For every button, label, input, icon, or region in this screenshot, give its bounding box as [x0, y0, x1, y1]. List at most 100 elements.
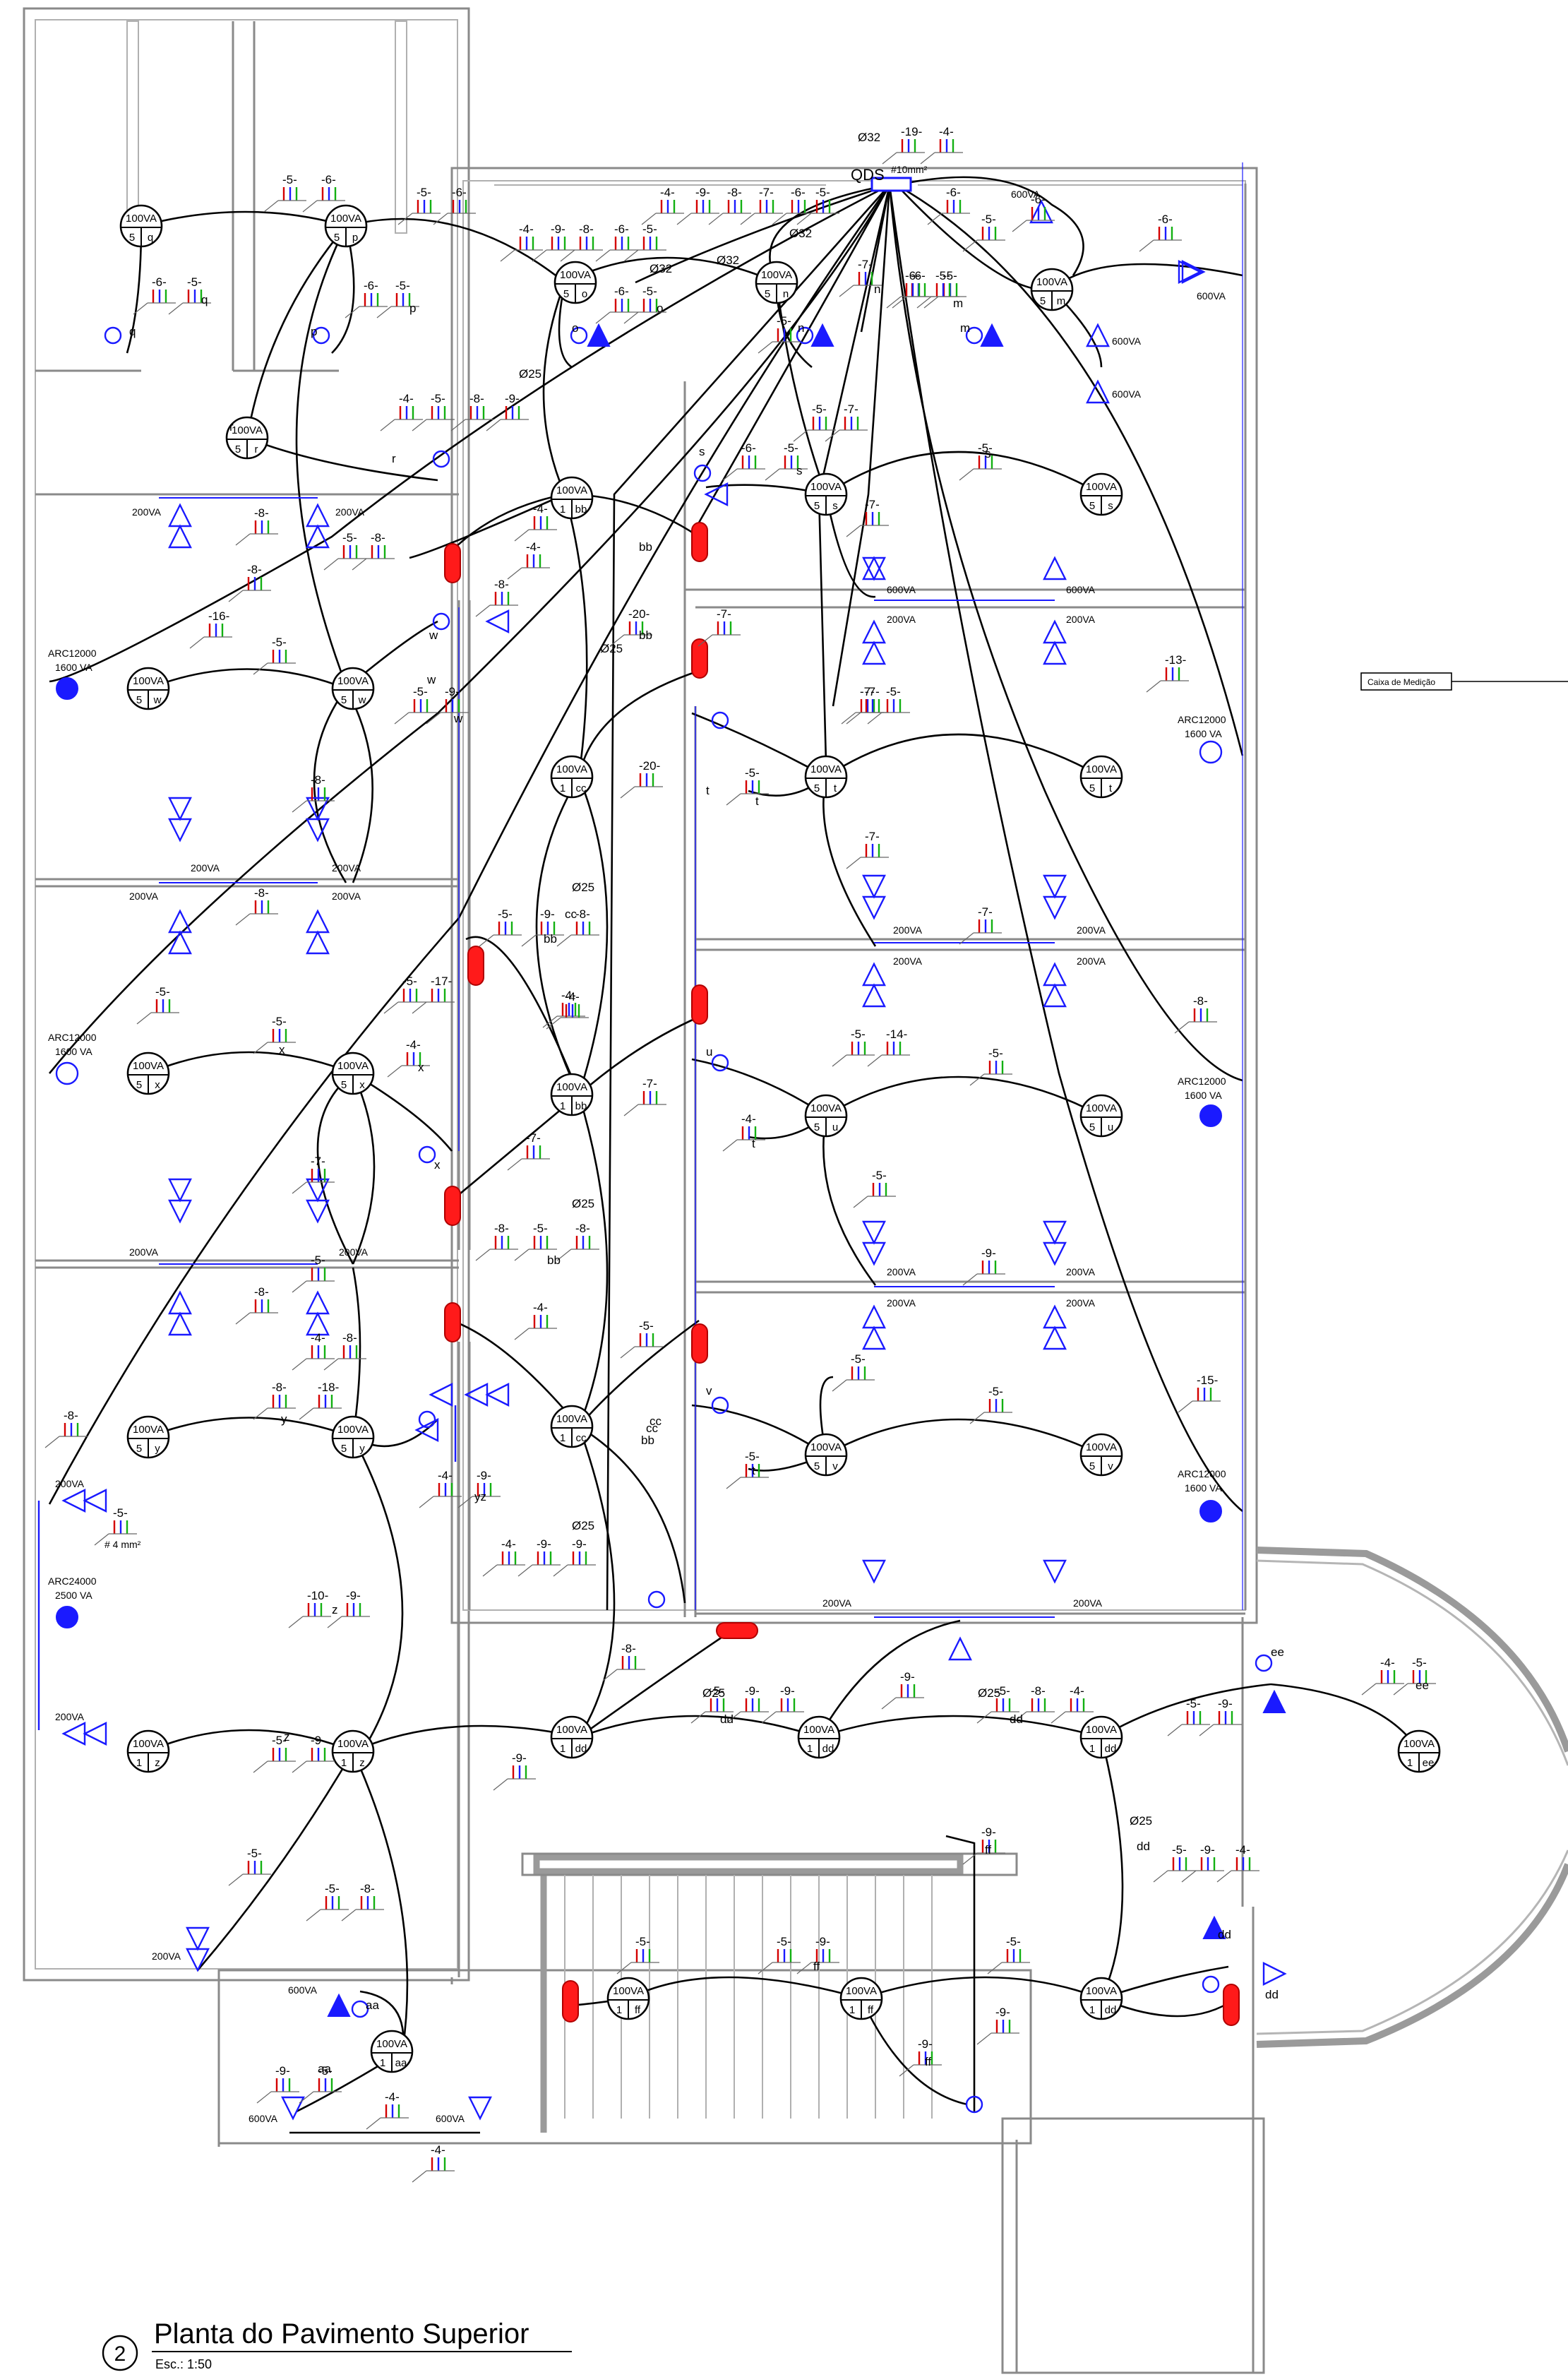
circuit-tag-label: -4- — [660, 186, 675, 199]
circuit-tag-label: -9- — [505, 392, 520, 405]
switch-letter: bb — [639, 628, 652, 642]
circuit-tag: -5- — [136, 985, 179, 1025]
lamp-power: 100VA — [1086, 1102, 1117, 1114]
circuit-tag: -8- — [450, 392, 493, 431]
lamp-power: 100VA — [337, 675, 369, 687]
outlet-label: 600VA — [249, 2113, 278, 2124]
lamp-power: 100VA — [556, 484, 587, 496]
circuit-tag: -9- — [962, 1825, 1005, 1865]
circuit-tag-label: -4- — [939, 125, 954, 138]
circuit-tag-label: -8- — [254, 1285, 269, 1299]
circuit-tag: -5- — [394, 685, 437, 725]
circuit-tag: -7- — [825, 403, 868, 442]
lamp-circuit: 5 — [1089, 1121, 1095, 1133]
outlet-label: 600VA — [1197, 290, 1226, 302]
lamp-circuit: 5 — [1040, 295, 1046, 307]
circuit-tag-label: -9- — [275, 2064, 290, 2078]
circuit-tag-label: -8- — [494, 1222, 509, 1235]
wire-note: # 4 mm² — [104, 1539, 141, 1550]
lamp-circuit: 5 — [136, 1079, 142, 1091]
lamp-circuit: 5 — [136, 1443, 142, 1455]
circuit-tag-label: -5- — [978, 441, 993, 455]
switch-letter: m — [953, 297, 963, 310]
switch-letter: z — [332, 1603, 338, 1616]
lamp-switch: ff — [635, 2004, 641, 2016]
circuit-tag-label: -8- — [1193, 994, 1208, 1008]
lamp-circuit: 5 — [814, 782, 820, 794]
ac-power: 1600 VA — [55, 662, 92, 673]
circuit-tag-label: -5- — [988, 1047, 1003, 1060]
circuit-tag-label: -9- — [695, 186, 710, 199]
outlet-label: 200VA — [129, 890, 159, 902]
conduit-label: Ø25 — [1130, 1814, 1152, 1828]
circuit-tag-label: -9- — [900, 1670, 915, 1684]
outlet-label: 600VA — [1112, 335, 1142, 347]
lamp-power: 100VA — [556, 1081, 587, 1093]
lamp: 100VA 5 y — [331, 1415, 375, 1459]
circuit-tag-label: -4- — [406, 1038, 421, 1052]
circuit-tag: -5- — [253, 1015, 296, 1054]
circuit-tag: -9- — [493, 1751, 536, 1791]
circuit-tag: -15- — [1178, 1374, 1221, 1413]
circuit-tag-label: -5- — [851, 1027, 866, 1041]
circuit-tag: -7- — [846, 830, 889, 869]
switch-letter: x — [434, 1158, 441, 1172]
circuit-tag: -8- — [475, 578, 518, 617]
circuit-tag: -5- — [253, 636, 296, 675]
circuit-tag-label: -5- — [815, 186, 830, 199]
outlet-label: 200VA — [55, 1711, 85, 1722]
circuit-tag: -10- — [288, 1589, 331, 1628]
circuit-tag-label: -6- — [741, 441, 756, 455]
outlet-label: 600VA — [288, 1984, 318, 1996]
circuit-tag: -9- — [256, 2064, 299, 2104]
circuit-tag-label: -9- — [540, 907, 555, 921]
circuit-tag-label: -8- — [727, 186, 742, 199]
lamp-switch: cc — [576, 1432, 587, 1444]
lamp-circuit: 5 — [341, 1079, 347, 1091]
circuit-tag-label: -5- — [498, 907, 513, 921]
conduit-label: Ø25 — [572, 881, 594, 894]
circuit-tag: -19- — [882, 125, 925, 165]
circuit-tag-label: -7- — [844, 403, 858, 416]
circuit-tag-label: -5- — [872, 1169, 887, 1182]
circuit-tag: -9- — [517, 1537, 561, 1577]
lamp-switch: dd — [1105, 2004, 1117, 2016]
circuit-tag-label: -5- — [431, 392, 445, 405]
lamp-switch: y — [155, 1443, 160, 1455]
lamp-power: 100VA — [1086, 1441, 1117, 1453]
switch-letter: x — [279, 1043, 285, 1056]
lamp-circuit: 5 — [1089, 782, 1095, 794]
circuit-tag-label: -9- — [981, 1825, 996, 1839]
switch-letter: z — [284, 1730, 290, 1744]
circuit-tag: -5- — [1393, 1656, 1436, 1696]
circuit-tag: -8- — [44, 1409, 88, 1448]
lamp-power: 100VA — [330, 213, 361, 225]
labels: QDS Ø32 #10mm² Ø32 Ø32 Ø32 Ø25 Ø25 Ø25 Ø… — [48, 131, 1226, 2124]
circuit-tag-label: -9- — [745, 1684, 760, 1698]
circuit-tag-label: -5- — [639, 1319, 654, 1333]
circuit-tag-label: -5- — [1186, 1697, 1201, 1710]
circuit-tag-label: -4- — [1070, 1684, 1084, 1698]
lamp-power: 100VA — [1086, 763, 1117, 775]
switch-letter: dd — [1218, 1928, 1231, 1941]
lamp-circuit: 5 — [814, 500, 820, 512]
circuit-tag: -4- — [514, 502, 557, 542]
circuit-tag-label: -6- — [1031, 193, 1046, 206]
circuit-tag-label: -18- — [318, 1381, 339, 1394]
circuit-tag: -9- — [899, 2037, 942, 2077]
lamp-switch: t — [1109, 782, 1113, 794]
circuit-tag: -4- — [482, 1537, 525, 1577]
circuit-tag-label: -9- — [780, 1684, 795, 1698]
circuit-tag-label: -6- — [614, 222, 629, 236]
circuit-tag: -5- — [299, 2064, 342, 2104]
lamp: 100VA 5 q — [119, 204, 163, 248]
circuit-tag-label: -5- — [942, 269, 957, 282]
lamp-circuit: 1 — [1089, 1743, 1095, 1755]
drawing-title-block: 2 Planta do Pavimento Superior Esc.: 1:5… — [102, 2318, 572, 2371]
lamp-switch: u — [832, 1121, 838, 1133]
circuit-tag: -4- — [641, 186, 684, 225]
